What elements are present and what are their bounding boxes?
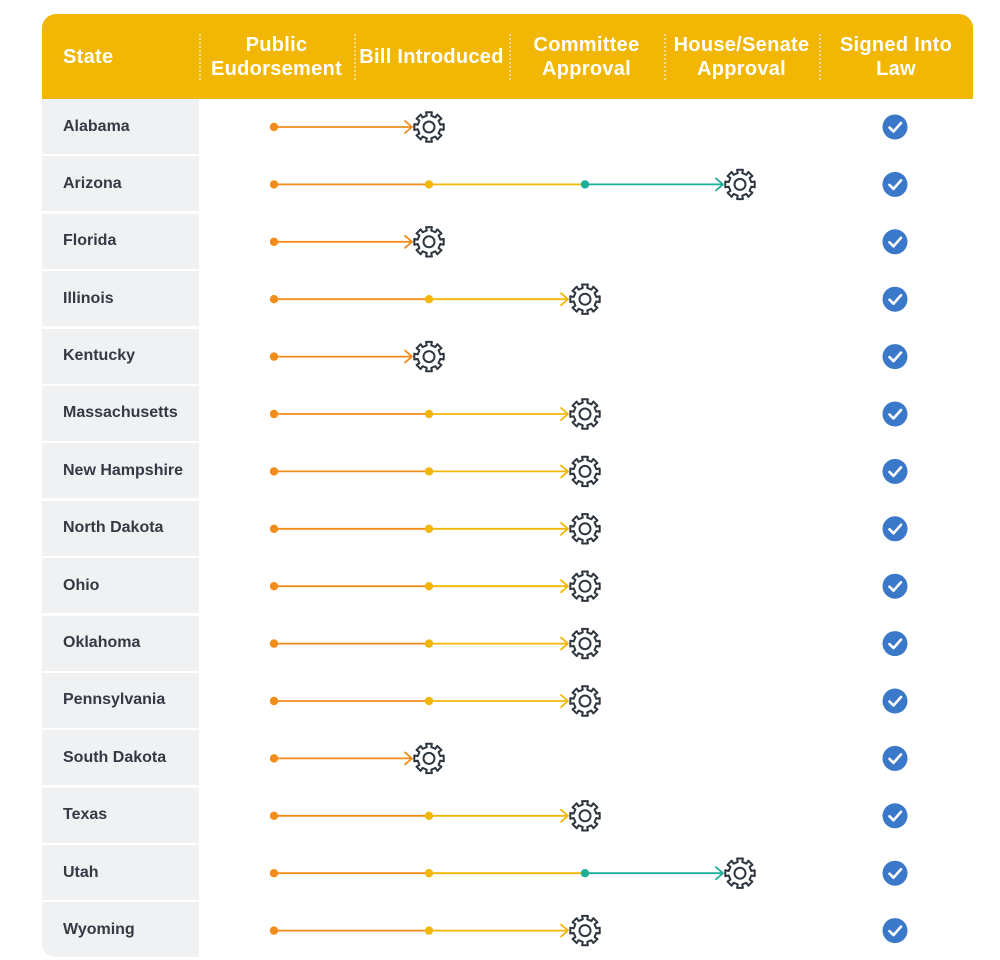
table-body: Alabama Arizona Florida Illinois Kentucky Mas… <box>42 99 973 960</box>
state-name: North Dakota <box>42 500 199 557</box>
table-row: Alabama <box>42 99 973 156</box>
header-state: State <box>63 45 114 68</box>
header-divider <box>509 34 511 80</box>
state-name: Kentucky <box>42 328 199 385</box>
table-row: South Dakota <box>42 730 973 787</box>
header-divider <box>664 34 666 80</box>
header-divider <box>199 34 201 80</box>
table-row: Ohio <box>42 558 973 615</box>
table-row: North Dakota <box>42 500 973 558</box>
table-row: Oklahoma <box>42 615 973 673</box>
state-name: Texas <box>42 787 199 844</box>
state-name: Ohio <box>42 558 199 615</box>
table-row: New Hampshire <box>42 443 973 500</box>
table-row: Massachusetts <box>42 385 973 443</box>
table-row: Arizona <box>42 156 973 213</box>
state-name: Wyoming <box>42 902 199 959</box>
state-name: Massachusetts <box>42 385 199 442</box>
header-divider <box>819 34 821 80</box>
state-name: Pennsylvania <box>42 672 199 729</box>
table-row: Illinois <box>42 271 973 328</box>
table-row: Utah <box>42 845 973 902</box>
table-row: Wyoming <box>42 902 973 959</box>
table-row: Florida <box>42 213 973 271</box>
header-divider <box>354 34 356 80</box>
state-name: Oklahoma <box>42 615 199 672</box>
state-name: Alabama <box>42 99 199 155</box>
legislation-progress-table: State Public Eudorsement Bill Introduced Co… <box>42 14 973 960</box>
state-name: Florida <box>42 213 199 270</box>
table-row: Kentucky <box>42 328 973 386</box>
table-header: State Public Eudorsement Bill Introduced Co… <box>42 14 973 99</box>
state-name: New Hampshire <box>42 443 199 500</box>
header-stage-3: Committee Approval <box>533 33 640 80</box>
header-stage-5: Signed Into Law <box>839 33 953 80</box>
header-stage-2: Bill Introduced <box>359 45 504 68</box>
header-stage-1: Public Eudorsement <box>210 33 343 80</box>
state-name: Illinois <box>42 271 199 328</box>
header-stage-4: House/Senate Approval <box>673 33 810 80</box>
table-row: Pennsylvania <box>42 672 973 730</box>
state-name: Utah <box>42 845 199 902</box>
state-name: Arizona <box>42 156 199 213</box>
table-row: Texas <box>42 787 973 845</box>
state-name: South Dakota <box>42 730 199 787</box>
